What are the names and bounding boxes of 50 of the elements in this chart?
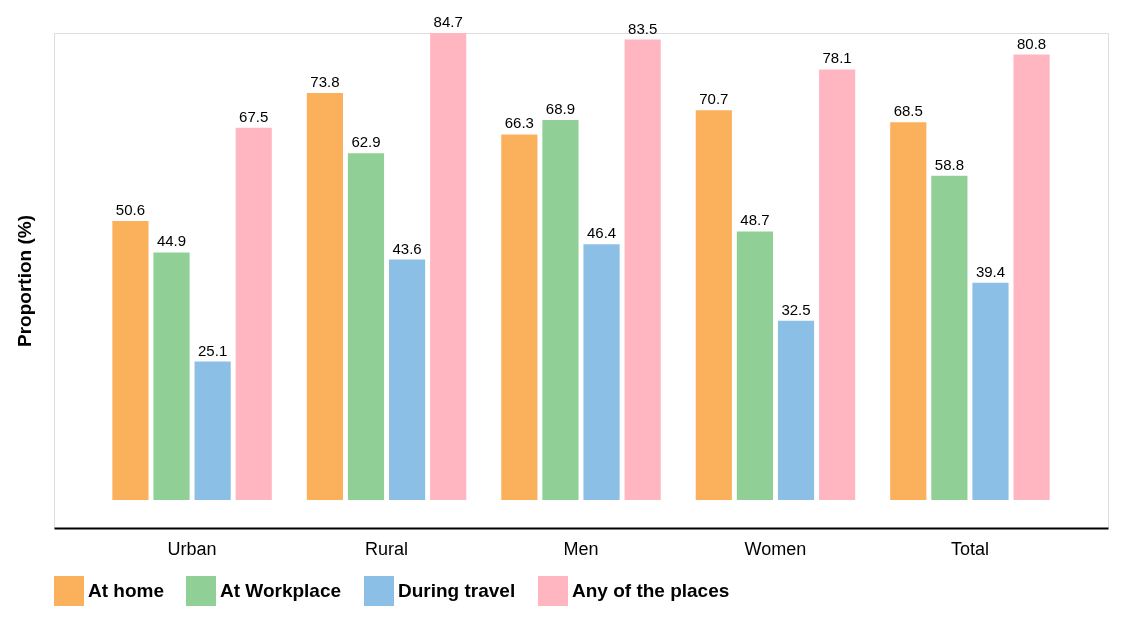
x-tick-label: Urban [167, 538, 217, 559]
bar [389, 259, 426, 500]
bar [777, 320, 815, 500]
bar [235, 127, 272, 500]
x-tick-label: Rural [365, 538, 409, 559]
data-label: 43.6 [392, 239, 422, 257]
bar [112, 221, 149, 500]
data-label: 50.6 [115, 201, 146, 219]
y-axis-title: Proportion (%) [13, 215, 35, 347]
x-tick-label: Men [563, 538, 599, 559]
data-label: 39.4 [975, 262, 1006, 280]
bar [153, 252, 190, 500]
data-label: 78.1 [822, 49, 852, 67]
bar [736, 231, 773, 500]
data-label: 62.9 [351, 133, 381, 151]
bar [347, 153, 385, 500]
data-label: 58.8 [934, 155, 964, 173]
data-label: 32.5 [781, 300, 811, 318]
bar [624, 39, 661, 500]
data-label: 68.5 [893, 102, 923, 120]
data-label: 83.5 [628, 19, 658, 37]
data-label: 44.9 [156, 232, 187, 250]
bar [501, 134, 538, 500]
bar [542, 120, 579, 500]
bar [306, 93, 343, 500]
x-tick-label: Women [744, 538, 807, 559]
legend-label: During travel [398, 580, 516, 601]
bar [819, 69, 856, 500]
bar [890, 122, 927, 500]
data-label: 80.8 [1016, 34, 1047, 52]
data-label: 48.7 [740, 211, 770, 229]
legend-label: At Workplace [220, 580, 342, 601]
data-label: 66.3 [504, 114, 534, 132]
bar [583, 244, 620, 500]
data-label: 84.7 [433, 13, 463, 30]
data-label: 67.5 [239, 107, 269, 125]
bar [972, 282, 1009, 500]
bar [931, 175, 968, 500]
legend-label: At home [88, 580, 164, 601]
x-tick-label: Total [950, 538, 989, 559]
bar [430, 33, 467, 500]
bar [194, 361, 231, 500]
data-label: 46.4 [586, 224, 617, 242]
bar [1013, 54, 1050, 500]
bar [695, 110, 732, 500]
legend-label: Any of the places [572, 580, 730, 601]
data-label: 70.7 [699, 90, 729, 108]
data-label: 25.1 [198, 341, 228, 359]
data-label: 68.9 [545, 100, 576, 118]
data-label: 73.8 [310, 73, 340, 91]
